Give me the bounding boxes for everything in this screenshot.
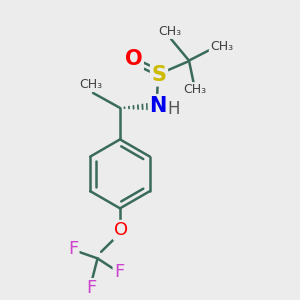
- Text: F: F: [86, 279, 97, 297]
- Text: H: H: [168, 100, 180, 118]
- Text: O: O: [125, 50, 142, 69]
- Text: CH₃: CH₃: [210, 40, 233, 53]
- Text: S: S: [152, 65, 166, 85]
- Text: O: O: [114, 221, 128, 239]
- Text: F: F: [68, 239, 78, 257]
- Text: F: F: [114, 263, 124, 281]
- Text: CH₃: CH₃: [79, 78, 102, 91]
- Text: CH₃: CH₃: [183, 83, 206, 96]
- Text: N: N: [149, 95, 167, 116]
- Text: CH₃: CH₃: [158, 25, 181, 38]
